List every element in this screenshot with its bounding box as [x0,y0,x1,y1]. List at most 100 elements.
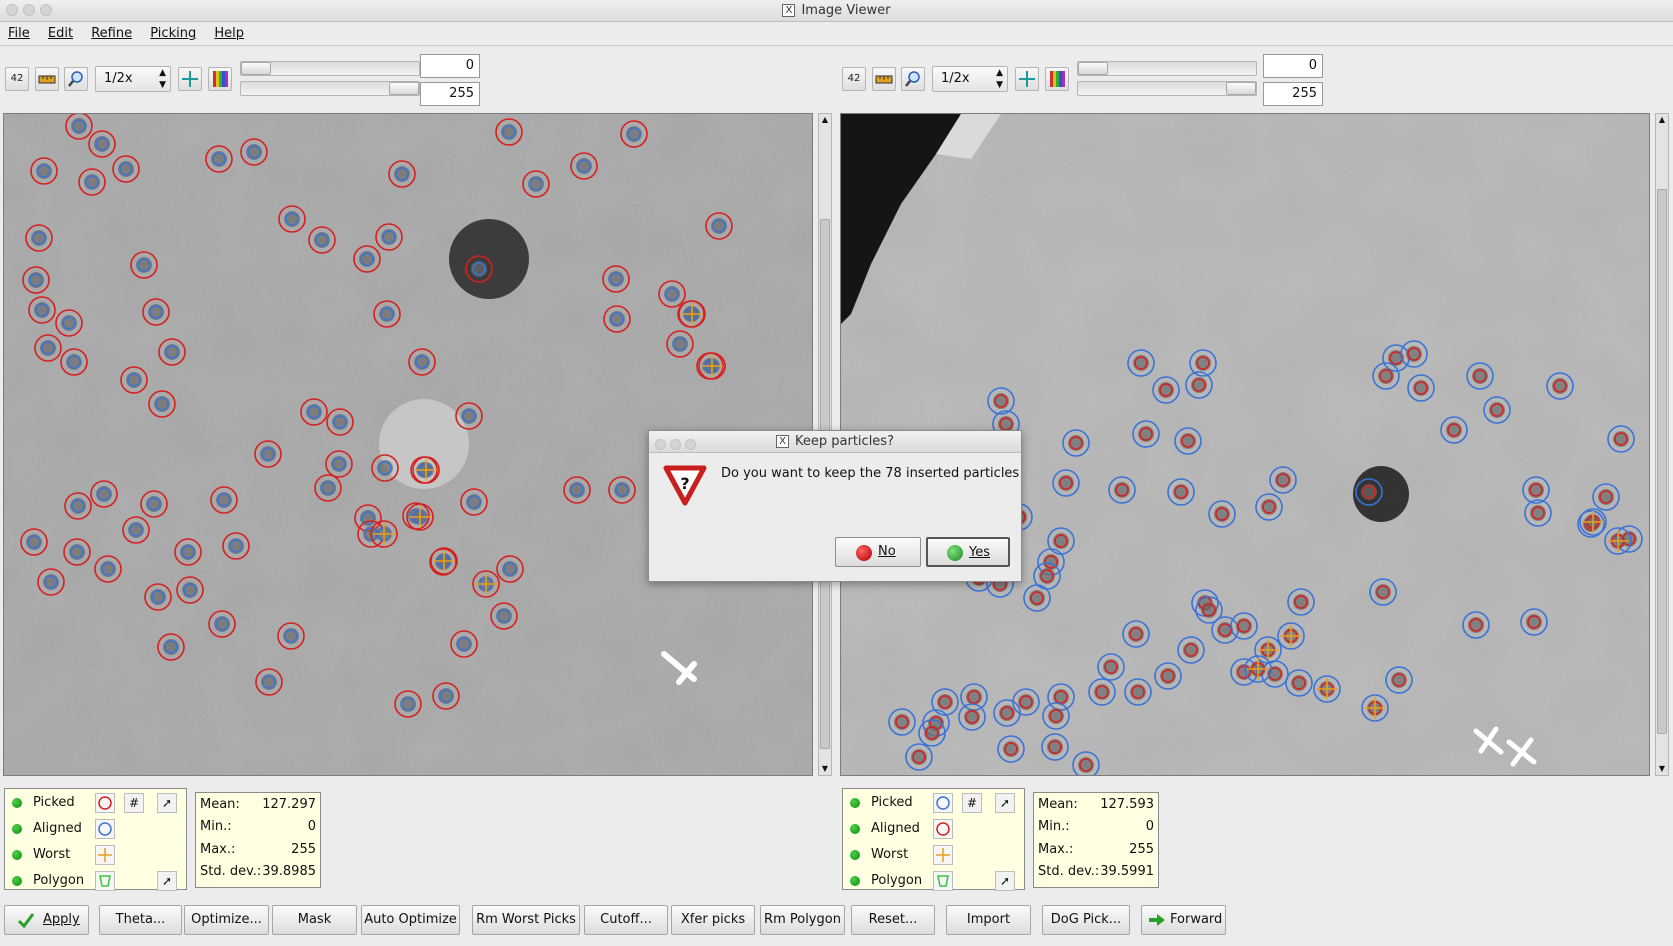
particle-pick-marker[interactable] [205,145,233,173]
particle-pick-marker[interactable] [408,348,436,376]
particle-pick-marker[interactable] [37,568,65,596]
pointer-icon[interactable]: ➚ [995,871,1015,891]
particle-pick-marker[interactable] [210,486,238,514]
orange-cross-icon[interactable] [95,845,115,865]
magnifier-icon[interactable] [901,67,925,91]
particle-pick-marker[interactable] [60,348,88,376]
particle-pick-marker[interactable] [1097,653,1125,681]
particle-pick-marker[interactable] [465,255,493,283]
particle-pick-marker[interactable] [705,212,733,240]
particle-pick-marker[interactable] [1287,588,1315,616]
blue-circle-icon[interactable] [933,793,953,813]
particle-pick-marker[interactable] [122,516,150,544]
particle-pick-marker[interactable] [406,503,434,531]
particle-pick-marker[interactable] [608,476,636,504]
pointer-icon[interactable]: ➚ [995,793,1015,813]
particle-pick-marker[interactable] [1604,527,1632,555]
menu-file[interactable]: File [8,26,30,41]
particle-pick-marker[interactable] [1466,362,1494,390]
crosshair-icon[interactable] [178,67,202,91]
particle-pick-marker[interactable] [455,402,483,430]
hash-button[interactable]: # [962,793,982,813]
particle-pick-marker[interactable] [142,298,170,326]
particle-pick-marker[interactable] [1208,500,1236,528]
scroll-up-icon[interactable]: ▲ [1658,115,1666,124]
rm-polygon-button[interactable]: Rm Polygon [760,905,845,935]
particle-pick-marker[interactable] [563,476,591,504]
particle-pick-marker[interactable] [1313,675,1341,703]
hash-button[interactable]: # [124,793,144,813]
particle-pick-marker[interactable] [353,245,381,273]
particle-pick-marker[interactable] [678,300,706,328]
particle-pick-marker[interactable] [522,170,550,198]
xfer-picks-button[interactable]: Xfer picks [671,905,755,935]
particle-pick-marker[interactable] [460,488,488,516]
particle-pick-marker[interactable] [698,352,726,380]
zoom-select[interactable]: 1/2x ▲ ▼ [95,66,171,92]
particle-pick-marker[interactable] [603,305,631,333]
ruler-icon[interactable] [872,67,896,91]
particle-pick-marker[interactable] [1546,372,1574,400]
blue-circle-icon[interactable] [95,819,115,839]
import-button[interactable]: Import [946,905,1031,935]
particle-pick-marker[interactable] [326,408,354,436]
legend-row-worst[interactable]: Worst [9,845,185,865]
particle-pick-marker[interactable] [1062,429,1090,457]
particle-pick-marker[interactable] [1132,420,1160,448]
particle-pick-marker[interactable] [55,309,83,337]
particle-pick-marker[interactable] [472,570,500,598]
particle-pick-marker[interactable] [1195,596,1223,624]
particle-pick-marker[interactable] [1122,620,1150,648]
particle-pick-marker[interactable] [958,703,986,731]
green-polygon-icon[interactable] [95,871,115,891]
particle-pick-marker[interactable] [148,390,176,418]
no-button[interactable]: No [835,537,921,567]
particle-pick-marker[interactable] [666,330,694,358]
max-intensity-slider[interactable] [240,81,420,96]
particle-pick-marker[interactable] [208,610,236,638]
particle-pick-marker[interactable] [1124,678,1152,706]
particle-pick-marker[interactable] [1152,376,1180,404]
particle-pick-marker[interactable] [1285,669,1313,697]
particle-pick-marker[interactable] [1042,702,1070,730]
particle-pick-marker[interactable] [78,168,106,196]
particle-pick-marker[interactable] [22,266,50,294]
ruler-icon[interactable] [35,67,59,91]
particle-pick-marker[interactable] [1524,499,1552,527]
forward-button[interactable]: Forward [1141,905,1226,935]
particle-pick-marker[interactable] [1462,611,1490,639]
particle-pick-marker[interactable] [1088,678,1116,706]
particle-pick-marker[interactable] [987,387,1015,415]
particle-pick-marker[interactable] [430,547,458,575]
green-polygon-icon[interactable] [933,871,953,891]
particle-pick-marker[interactable] [278,205,306,233]
particle-pick-marker[interactable] [1189,349,1217,377]
particle-pick-marker[interactable] [30,157,58,185]
max-value-field[interactable]: 255 [1263,82,1323,106]
zoom-select[interactable]: 1/2x ▲ ▼ [932,66,1008,92]
particle-pick-marker[interactable] [918,719,946,747]
right-micrograph-canvas[interactable] [841,114,1650,776]
particle-pick-marker[interactable] [1230,612,1258,640]
particle-pick-marker[interactable] [140,490,168,518]
menu-edit[interactable]: Edit [47,26,74,41]
dog-pick-button[interactable]: DoG Pick... [1042,905,1130,935]
red-circle-icon[interactable] [95,793,115,813]
particle-pick-marker[interactable] [1108,476,1136,504]
particle-pick-marker[interactable] [373,300,401,328]
particle-pick-marker[interactable] [94,555,122,583]
max-intensity-slider[interactable] [1077,81,1257,96]
particle-pick-marker[interactable] [1407,374,1435,402]
slider-thumb[interactable] [389,82,419,95]
particle-pick-marker[interactable] [240,138,268,166]
colormap-icon[interactable] [1045,67,1069,91]
cutoff-button[interactable]: Cutoff... [584,905,668,935]
particle-pick-marker[interactable] [394,690,422,718]
scroll-thumb[interactable] [1657,189,1667,734]
particle-pick-marker[interactable] [176,576,204,604]
particle-pick-marker[interactable] [1127,349,1155,377]
particle-pick-marker[interactable] [64,492,92,520]
particle-pick-marker[interactable] [1041,733,1069,761]
particle-pick-marker[interactable] [1177,636,1205,664]
particle-pick-marker[interactable] [388,160,416,188]
